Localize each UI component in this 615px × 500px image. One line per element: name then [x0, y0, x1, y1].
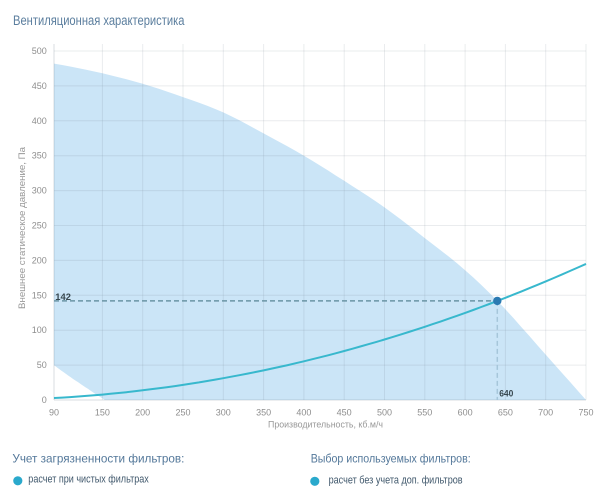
- svg-text:750: 750: [578, 407, 593, 417]
- svg-text:640: 640: [499, 389, 513, 400]
- svg-text:350: 350: [256, 407, 271, 417]
- svg-text:Внешнее статическое давление,: Внешнее статическое давление, Па: [17, 146, 27, 309]
- svg-text:100: 100: [32, 325, 47, 335]
- svg-text:200: 200: [135, 407, 150, 417]
- svg-text:500: 500: [377, 407, 392, 417]
- svg-text:Производительность, кб.м/ч: Производительность, кб.м/ч: [268, 420, 383, 430]
- svg-text:Учет загрязненности фильтров:: Учет загрязненности фильтров:: [12, 452, 184, 466]
- svg-text:500: 500: [32, 46, 47, 56]
- svg-text:Выбор используемых фильтров:: Выбор используемых фильтров:: [311, 452, 471, 466]
- svg-text:400: 400: [32, 116, 47, 126]
- svg-text:600: 600: [458, 407, 473, 417]
- svg-text:расчет без учета доп. фильтров: расчет без учета доп. фильтров: [329, 474, 463, 486]
- svg-text:200: 200: [32, 255, 47, 265]
- svg-text:250: 250: [175, 407, 190, 417]
- svg-text:650: 650: [498, 407, 513, 417]
- svg-text:700: 700: [538, 407, 553, 417]
- svg-text:550: 550: [417, 407, 432, 417]
- svg-text:400: 400: [296, 407, 311, 417]
- svg-text:расчет при чистых фильтрах: расчет при чистых фильтрах: [28, 474, 149, 486]
- svg-text:Вентиляционная характеристика: Вентиляционная характеристика: [13, 13, 185, 28]
- svg-text:450: 450: [337, 407, 352, 417]
- svg-text:250: 250: [32, 221, 47, 231]
- svg-text:50: 50: [37, 360, 47, 370]
- svg-text:300: 300: [32, 186, 47, 196]
- svg-text:0: 0: [42, 395, 47, 405]
- svg-text:450: 450: [32, 81, 47, 91]
- svg-text:142: 142: [55, 292, 71, 303]
- svg-text:350: 350: [32, 151, 47, 161]
- svg-text:90: 90: [49, 407, 59, 417]
- svg-text:150: 150: [32, 290, 47, 300]
- svg-text:300: 300: [216, 407, 231, 417]
- svg-text:150: 150: [95, 407, 110, 417]
